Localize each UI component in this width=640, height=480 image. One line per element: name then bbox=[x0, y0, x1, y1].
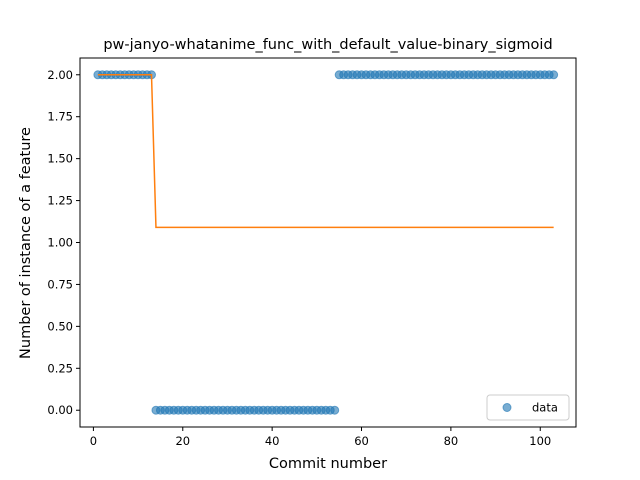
legend-marker bbox=[502, 403, 512, 412]
legend-label: data bbox=[532, 401, 558, 415]
chart-title: pw-janyo-whatanime_func_with_default_val… bbox=[103, 37, 552, 53]
y-tick-label: 1.50 bbox=[47, 152, 73, 166]
x-tick-label: 0 bbox=[90, 434, 97, 448]
y-tick-label: 0.00 bbox=[47, 403, 73, 417]
y-tick-label: 0.75 bbox=[47, 277, 73, 291]
y-tick-label: 1.75 bbox=[47, 110, 73, 124]
plot-area: 0 20 40 60 80 100 0.00 0.25 0.50 0.75 1.00 1.25 1.50… bbox=[47, 57, 577, 448]
data-point bbox=[549, 70, 559, 80]
x-axis-label: Commit number bbox=[269, 456, 387, 472]
y-tick-label: 0.25 bbox=[47, 361, 73, 375]
x-tick-label: 80 bbox=[444, 434, 459, 448]
data-point bbox=[330, 405, 340, 415]
y-tick-label: 2.00 bbox=[47, 68, 73, 82]
x-tick-label: 100 bbox=[529, 434, 551, 448]
x-tick-label: 60 bbox=[354, 434, 369, 448]
y-tick-label: 0.50 bbox=[47, 319, 73, 333]
fit-line bbox=[97, 74, 554, 229]
y-axis-label: Number of instance of a feature bbox=[18, 127, 34, 359]
x-tick-label: 20 bbox=[175, 434, 190, 448]
legend-box bbox=[486, 394, 570, 421]
y-tick-label: 1.25 bbox=[47, 194, 73, 208]
x-tick-label: 40 bbox=[265, 434, 280, 448]
y-tick-label: 1.00 bbox=[47, 236, 73, 250]
